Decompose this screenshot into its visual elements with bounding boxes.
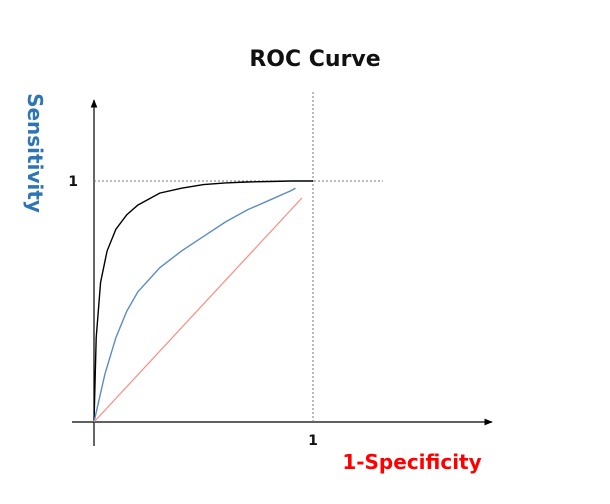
x-tick-label: 1 <box>308 433 318 449</box>
chart-title: ROC Curve <box>249 47 380 72</box>
y-tick-label: 1 <box>68 174 78 190</box>
roc-curve-blue <box>93 187 296 423</box>
roc-curve-black <box>93 180 313 423</box>
y-axis-label: Sensitivity <box>23 93 47 213</box>
x-axis-label: 1-Specificity <box>342 450 481 474</box>
roc-diagonal-red <box>93 197 303 423</box>
